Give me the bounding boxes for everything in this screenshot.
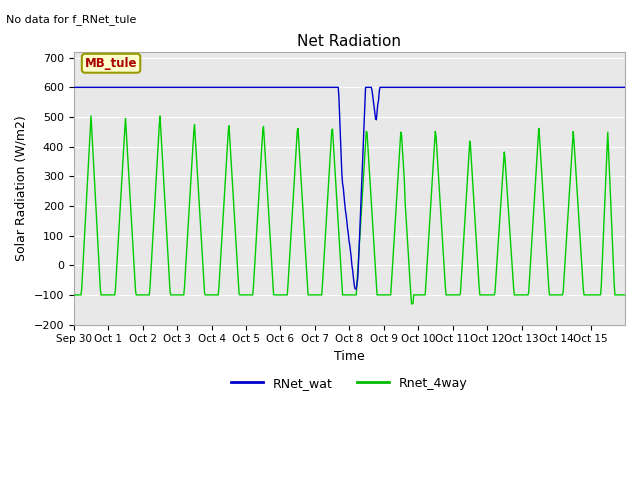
Y-axis label: Solar Radiation (W/m2): Solar Radiation (W/m2)	[15, 115, 28, 261]
Legend: RNet_wat, Rnet_4way: RNet_wat, Rnet_4way	[227, 372, 472, 395]
Text: MB_tule: MB_tule	[85, 57, 138, 70]
Title: Net Radiation: Net Radiation	[298, 34, 401, 49]
X-axis label: Time: Time	[334, 350, 365, 363]
Text: No data for f_RNet_tule: No data for f_RNet_tule	[6, 14, 137, 25]
